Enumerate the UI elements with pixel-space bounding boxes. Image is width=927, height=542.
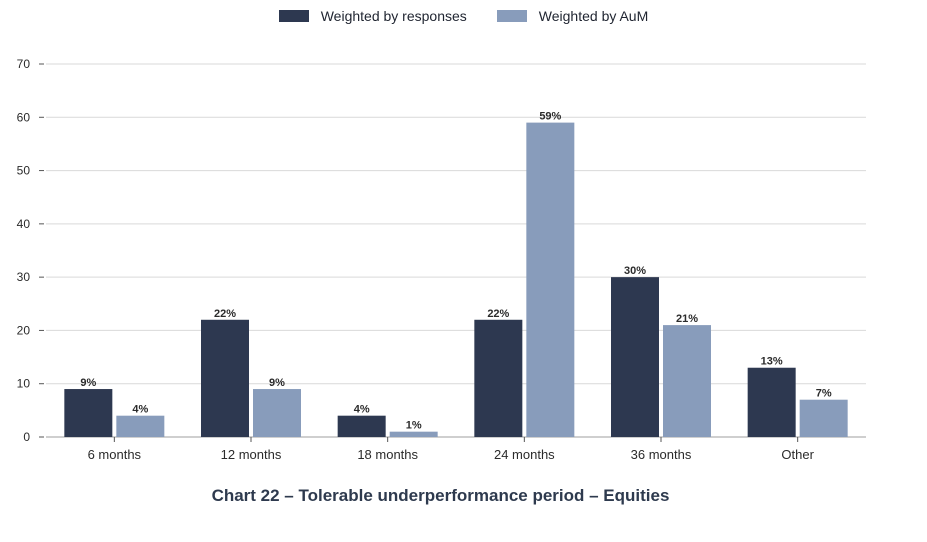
data-label: 7% bbox=[816, 388, 832, 400]
y-tick-label: 30 bbox=[17, 270, 31, 284]
legend: Weighted by responses Weighted by AuM bbox=[0, 8, 927, 24]
label-layer: 9% 4% 22% 9% 4% 1% 22% 59% 30% 21% 13% 7% bbox=[80, 111, 831, 432]
bar-responses-18-months bbox=[337, 415, 386, 437]
y-tick-label: 40 bbox=[17, 217, 31, 231]
legend-swatch-aum bbox=[496, 10, 527, 22]
bar-responses-other bbox=[747, 367, 796, 437]
legend-label-responses: Weighted by responses bbox=[320, 8, 467, 24]
bar-responses-12-months bbox=[201, 319, 249, 437]
data-label: 59% bbox=[539, 111, 561, 123]
bar-aum-18-months bbox=[389, 431, 438, 437]
data-label: 1% bbox=[406, 420, 422, 432]
x-tick-label: 18 months bbox=[357, 447, 418, 462]
bar-aum-12-months bbox=[253, 389, 301, 437]
y-tick-label: 60 bbox=[17, 110, 31, 124]
data-label: 21% bbox=[676, 313, 698, 325]
data-label: 13% bbox=[761, 356, 783, 368]
data-label: 22% bbox=[214, 308, 236, 320]
y-tick-label: 50 bbox=[17, 164, 31, 178]
bar-aum-24-months bbox=[526, 122, 575, 437]
data-label: 22% bbox=[487, 308, 509, 320]
x-tick-label: 36 months bbox=[631, 447, 692, 462]
data-label: 9% bbox=[269, 377, 285, 389]
data-label: 4% bbox=[354, 404, 370, 416]
data-label: 30% bbox=[624, 265, 646, 277]
y-tick-label: 0 bbox=[23, 430, 30, 444]
y-tick-label: 20 bbox=[17, 323, 31, 337]
legend-swatch-responses bbox=[278, 10, 309, 22]
bar-aum-6-months bbox=[116, 415, 165, 437]
data-label: 9% bbox=[80, 377, 96, 389]
bar-responses-6-months bbox=[64, 389, 113, 437]
x-tick-label: Other bbox=[781, 447, 814, 462]
y-tick-label: 10 bbox=[17, 377, 31, 391]
x-tick-label: 6 months bbox=[88, 447, 142, 462]
y-tick-label: 70 bbox=[17, 57, 31, 71]
bar-layer bbox=[64, 122, 848, 437]
bar-aum-other bbox=[799, 399, 848, 437]
grid-layer bbox=[46, 63, 866, 385]
bar-responses-36-months bbox=[611, 277, 659, 437]
x-tick-label: 24 months bbox=[494, 447, 555, 462]
chart-title: Chart 22 – Tolerable underperformance pe… bbox=[211, 486, 670, 505]
bar-aum-36-months bbox=[663, 325, 711, 437]
bar-responses-24-months bbox=[474, 319, 523, 437]
legend-label-aum: Weighted by AuM bbox=[538, 8, 649, 24]
axis-layer: 0 10 20 30 40 50 60 70 6 months 12 months 18 month… bbox=[17, 57, 866, 462]
data-label: 4% bbox=[132, 404, 148, 416]
x-tick-label: 12 months bbox=[221, 447, 282, 462]
legend-item-aum: Weighted by AuM bbox=[496, 8, 649, 24]
legend-item-responses: Weighted by responses bbox=[278, 8, 467, 24]
